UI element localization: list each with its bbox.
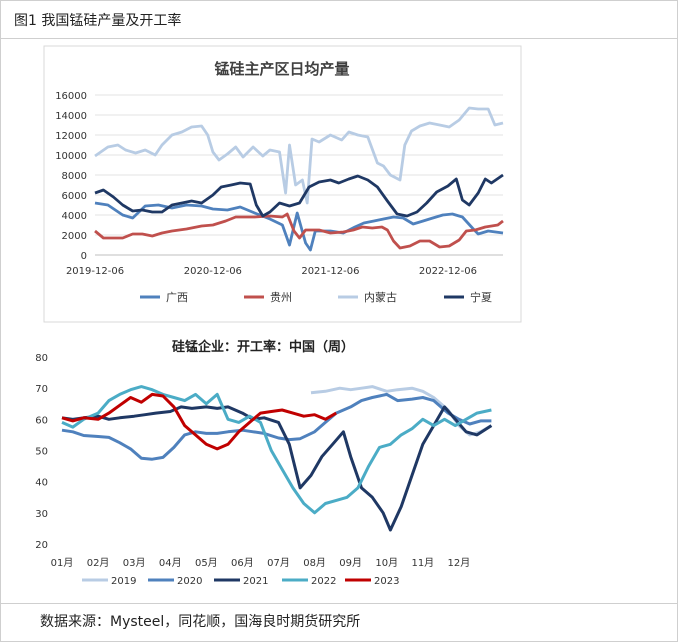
chart1-series [94, 106, 504, 252]
chart1-x-tick-label: 2019-12-06 [66, 266, 124, 277]
source-divider [0, 603, 678, 604]
chart1-legend-label: 贵州 [270, 291, 292, 304]
title-divider [0, 38, 678, 39]
chart1-y-tick-label: 4000 [62, 211, 87, 222]
chart1-y-tick-label: 16000 [55, 91, 87, 102]
chart1-legend-label: 广西 [166, 291, 188, 304]
chart1-x-axis: 2019-12-06 2020-12-06 2021-12-06 2022-12-06 [66, 266, 477, 277]
chart1-legend: 广西 贵州 内蒙古 宁夏 [140, 290, 492, 304]
chart1-y-axis: 0 2000 4000 6000 8000 10000 12000 14000 16000 [55, 91, 87, 262]
chart1-y-tick-label: 12000 [55, 131, 87, 142]
chart1-series-line [94, 106, 504, 205]
chart1-legend-label: 宁夏 [470, 290, 492, 304]
chart1-x-tick-label: 2021-12-06 [301, 266, 359, 277]
figure-title: 图1 我国锰硅产量及开工率 [14, 13, 182, 29]
chart1-x-tick-label: 2022-12-06 [419, 266, 477, 277]
chart1-y-tick-label: 6000 [62, 191, 87, 202]
chart1-series-line [94, 173, 504, 218]
chart1-x-tick-label: 2020-12-06 [184, 266, 242, 277]
chart1-y-tick-label: 0 [81, 251, 87, 262]
chart1-y-tick-label: 8000 [62, 171, 87, 182]
source-note: 数据来源：Mysteel，同花顺，国海良时期货研究所 [40, 614, 361, 630]
chart1-y-tick-label: 2000 [62, 231, 87, 242]
chart1-title: 锰硅主产区日均产量 [214, 60, 349, 78]
chart1-y-tick-label: 10000 [55, 151, 87, 162]
chart1-y-tick-label: 14000 [55, 111, 87, 122]
chart1-legend-label: 内蒙古 [364, 290, 397, 304]
chart1-series-line [94, 212, 504, 250]
chart1-series-line [94, 201, 504, 252]
